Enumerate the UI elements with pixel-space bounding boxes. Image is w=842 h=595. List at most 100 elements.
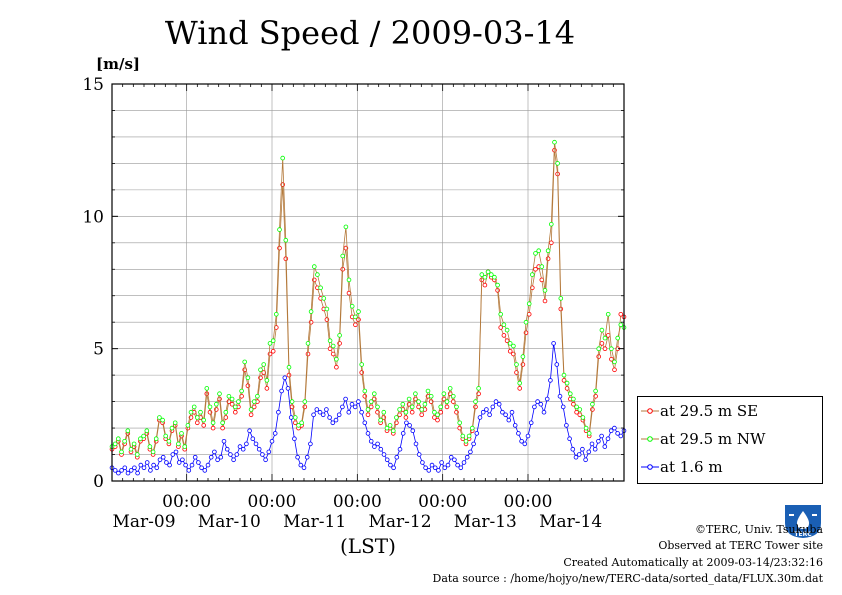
x-date-label: Mar-09 (112, 512, 175, 532)
data-point (519, 438, 524, 444)
data-point (210, 420, 216, 426)
data-point (179, 431, 184, 436)
data-point (544, 396, 550, 402)
data-point (574, 404, 579, 410)
data-point (435, 412, 440, 418)
data-point (327, 346, 333, 352)
data-point (229, 396, 235, 402)
data-point (487, 412, 492, 418)
data-point (302, 399, 308, 404)
y-tick-label: 0 (93, 472, 104, 492)
data-point (529, 272, 535, 277)
data-point (217, 391, 222, 397)
data-point (349, 303, 355, 309)
data-point (233, 404, 238, 410)
data-point (318, 285, 323, 291)
data-point (542, 288, 548, 293)
data-point (438, 404, 444, 410)
data-point (198, 409, 203, 415)
data-point (166, 438, 172, 444)
data-point (455, 462, 460, 468)
data-point (555, 161, 560, 166)
data-point (250, 436, 256, 442)
data-point (413, 441, 419, 447)
data-point (612, 359, 617, 365)
data-point (359, 409, 364, 415)
data-point (371, 391, 377, 397)
data-point (416, 452, 422, 457)
data-point (403, 415, 409, 420)
data-point (391, 465, 396, 471)
data-point (125, 428, 131, 434)
data-point (480, 409, 486, 415)
data-point (148, 468, 153, 473)
data-point (503, 412, 508, 418)
data-point (176, 441, 181, 447)
data-point (112, 441, 118, 447)
data-point (223, 409, 229, 415)
data-point (454, 404, 459, 410)
data-point (420, 460, 425, 465)
data-point (608, 428, 614, 434)
data-point (452, 457, 457, 463)
data-point (609, 356, 614, 362)
data-point (327, 338, 333, 344)
data-point (359, 362, 365, 367)
data-point (609, 346, 614, 352)
y-tick-label: 5 (93, 340, 104, 360)
data-point (305, 351, 311, 357)
data-point (428, 393, 434, 399)
data-point (144, 460, 150, 465)
data-point (426, 468, 432, 473)
data-point (536, 248, 541, 254)
data-point (125, 470, 131, 476)
created-text: Created Automatically at 2009-03-14/23:3… (563, 556, 823, 569)
data-point (368, 438, 374, 444)
data-point (488, 272, 494, 277)
data-point (523, 319, 529, 325)
data-point (596, 438, 601, 444)
data-point (116, 436, 121, 442)
data-point (482, 274, 488, 280)
data-point (538, 401, 544, 407)
data-point (615, 335, 620, 341)
data-point (283, 256, 289, 262)
data-point (570, 446, 576, 452)
data-point (532, 404, 537, 410)
data-point (416, 399, 421, 404)
data-point (403, 409, 409, 415)
data-point (560, 404, 566, 410)
data-point (381, 409, 387, 415)
x-date-label: Mar-10 (198, 512, 261, 532)
data-point (186, 468, 192, 473)
data-point (375, 441, 380, 447)
data-point (112, 468, 118, 473)
data-point (432, 465, 438, 471)
data-point (228, 452, 233, 457)
data-point (214, 401, 219, 407)
data-point (466, 433, 472, 439)
data-point (498, 325, 504, 330)
data-point (324, 306, 330, 312)
data-point (479, 272, 485, 277)
terc-logo: TERC (785, 505, 821, 538)
data-point (390, 428, 396, 434)
data-point (541, 409, 547, 415)
chart-title: Wind Speed / 2009-03-14 (164, 14, 576, 52)
data-point (289, 399, 295, 404)
data-point (592, 446, 598, 452)
data-point (269, 438, 275, 444)
data-point (260, 452, 265, 457)
data-point (122, 465, 128, 471)
data-point (504, 338, 510, 344)
data-point (552, 139, 557, 145)
legend-label-nw: at 29.5 m NW (660, 430, 766, 448)
data-point (314, 407, 320, 412)
data-point (435, 417, 440, 423)
data-point (340, 266, 346, 272)
data-point (468, 449, 473, 455)
data-point (444, 404, 450, 410)
data-point (160, 417, 165, 423)
data-point (256, 446, 262, 452)
